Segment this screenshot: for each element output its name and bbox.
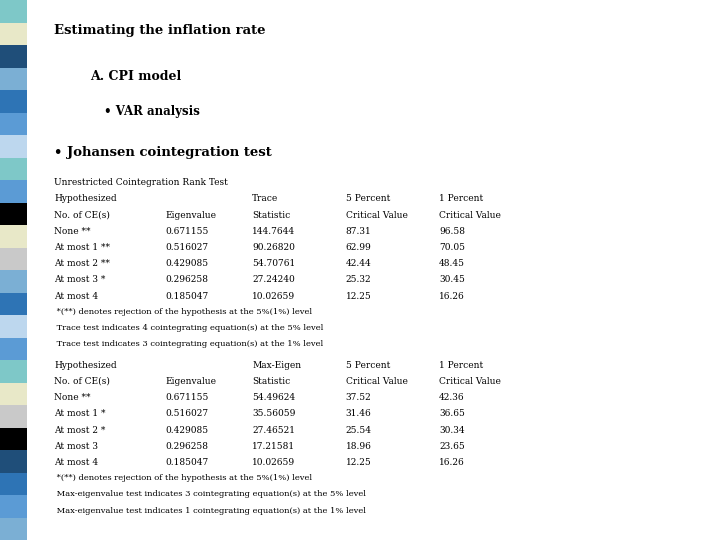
Text: At most 1 *: At most 1 * <box>54 409 106 418</box>
Text: 90.26820: 90.26820 <box>252 243 295 252</box>
Text: 70.05: 70.05 <box>439 243 465 252</box>
Text: 0.671155: 0.671155 <box>166 227 209 236</box>
Text: 144.7644: 144.7644 <box>252 227 295 236</box>
Text: Statistic: Statistic <box>252 211 290 220</box>
Text: 35.56059: 35.56059 <box>252 409 295 418</box>
Text: Critical Value: Critical Value <box>439 211 501 220</box>
Text: 12.25: 12.25 <box>346 292 372 301</box>
Text: 10.02659: 10.02659 <box>252 458 295 467</box>
Text: 42.44: 42.44 <box>346 259 372 268</box>
Text: 25.32: 25.32 <box>346 275 372 285</box>
Text: 23.65: 23.65 <box>439 442 465 451</box>
Text: Critical Value: Critical Value <box>346 377 408 386</box>
Text: At most 1 **: At most 1 ** <box>54 243 110 252</box>
Text: 25.54: 25.54 <box>346 426 372 435</box>
Text: 16.26: 16.26 <box>439 458 465 467</box>
Text: Hypothesized: Hypothesized <box>54 194 117 204</box>
Text: Critical Value: Critical Value <box>439 377 501 386</box>
Text: At most 2 *: At most 2 * <box>54 426 105 435</box>
Text: At most 4: At most 4 <box>54 292 98 301</box>
Text: No. of CE(s): No. of CE(s) <box>54 377 110 386</box>
Text: 0.671155: 0.671155 <box>166 393 209 402</box>
Text: Unrestricted Cointegration Rank Test: Unrestricted Cointegration Rank Test <box>54 178 228 187</box>
Text: Max-Eigen: Max-Eigen <box>252 361 301 370</box>
Text: 10.02659: 10.02659 <box>252 292 295 301</box>
Text: None **: None ** <box>54 393 91 402</box>
Text: 18.96: 18.96 <box>346 442 372 451</box>
Text: 1 Percent: 1 Percent <box>439 361 483 370</box>
Text: 96.58: 96.58 <box>439 227 465 236</box>
Text: At most 3: At most 3 <box>54 442 98 451</box>
Text: Eigenvalue: Eigenvalue <box>166 377 217 386</box>
Text: 36.65: 36.65 <box>439 409 465 418</box>
Text: At most 4: At most 4 <box>54 458 98 467</box>
Text: Eigenvalue: Eigenvalue <box>166 211 217 220</box>
Text: 0.429085: 0.429085 <box>166 259 209 268</box>
Text: Max-eigenvalue test indicates 1 cointegrating equation(s) at the 1% level: Max-eigenvalue test indicates 1 cointegr… <box>54 507 366 515</box>
Text: A. CPI model: A. CPI model <box>90 70 181 83</box>
Text: 54.49624: 54.49624 <box>252 393 295 402</box>
Text: 30.45: 30.45 <box>439 275 465 285</box>
Text: None **: None ** <box>54 227 91 236</box>
Text: Hypothesized: Hypothesized <box>54 361 117 370</box>
Text: Trace: Trace <box>252 194 278 204</box>
Text: 37.52: 37.52 <box>346 393 372 402</box>
Text: 0.429085: 0.429085 <box>166 426 209 435</box>
Text: 0.516027: 0.516027 <box>166 243 209 252</box>
Text: 27.46521: 27.46521 <box>252 426 295 435</box>
Text: Critical Value: Critical Value <box>346 211 408 220</box>
Text: No. of CE(s): No. of CE(s) <box>54 211 110 220</box>
Text: 1 Percent: 1 Percent <box>439 194 483 204</box>
Text: 5 Percent: 5 Percent <box>346 194 390 204</box>
Text: • VAR analysis: • VAR analysis <box>104 105 200 118</box>
Text: *(**) denotes rejection of the hypothesis at the 5%(1%) level: *(**) denotes rejection of the hypothesi… <box>54 308 312 316</box>
Text: Max-eigenvalue test indicates 3 cointegrating equation(s) at the 5% level: Max-eigenvalue test indicates 3 cointegr… <box>54 490 366 498</box>
Text: 0.516027: 0.516027 <box>166 409 209 418</box>
Text: 62.99: 62.99 <box>346 243 372 252</box>
Text: At most 3 *: At most 3 * <box>54 275 105 285</box>
Text: 16.26: 16.26 <box>439 292 465 301</box>
Text: 0.185047: 0.185047 <box>166 458 209 467</box>
Text: Trace test indicates 4 cointegrating equation(s) at the 5% level: Trace test indicates 4 cointegrating equ… <box>54 324 323 332</box>
Text: *(**) denotes rejection of the hypothesis at the 5%(1%) level: *(**) denotes rejection of the hypothesi… <box>54 474 312 482</box>
Text: 87.31: 87.31 <box>346 227 372 236</box>
Text: 54.70761: 54.70761 <box>252 259 295 268</box>
Text: At most 2 **: At most 2 ** <box>54 259 110 268</box>
Text: 17.21581: 17.21581 <box>252 442 295 451</box>
Text: 12.25: 12.25 <box>346 458 372 467</box>
Text: Trace test indicates 3 cointegrating equation(s) at the 1% level: Trace test indicates 3 cointegrating equ… <box>54 340 323 348</box>
Text: Estimating the inflation rate: Estimating the inflation rate <box>54 24 266 37</box>
Text: 42.36: 42.36 <box>439 393 465 402</box>
Text: 5 Percent: 5 Percent <box>346 361 390 370</box>
Text: • Johansen cointegration test: • Johansen cointegration test <box>54 146 271 159</box>
Text: 48.45: 48.45 <box>439 259 465 268</box>
Text: 30.34: 30.34 <box>439 426 465 435</box>
Text: 27.24240: 27.24240 <box>252 275 294 285</box>
Text: 31.46: 31.46 <box>346 409 372 418</box>
Text: 0.185047: 0.185047 <box>166 292 209 301</box>
Text: Statistic: Statistic <box>252 377 290 386</box>
Text: 0.296258: 0.296258 <box>166 275 209 285</box>
Text: 0.296258: 0.296258 <box>166 442 209 451</box>
